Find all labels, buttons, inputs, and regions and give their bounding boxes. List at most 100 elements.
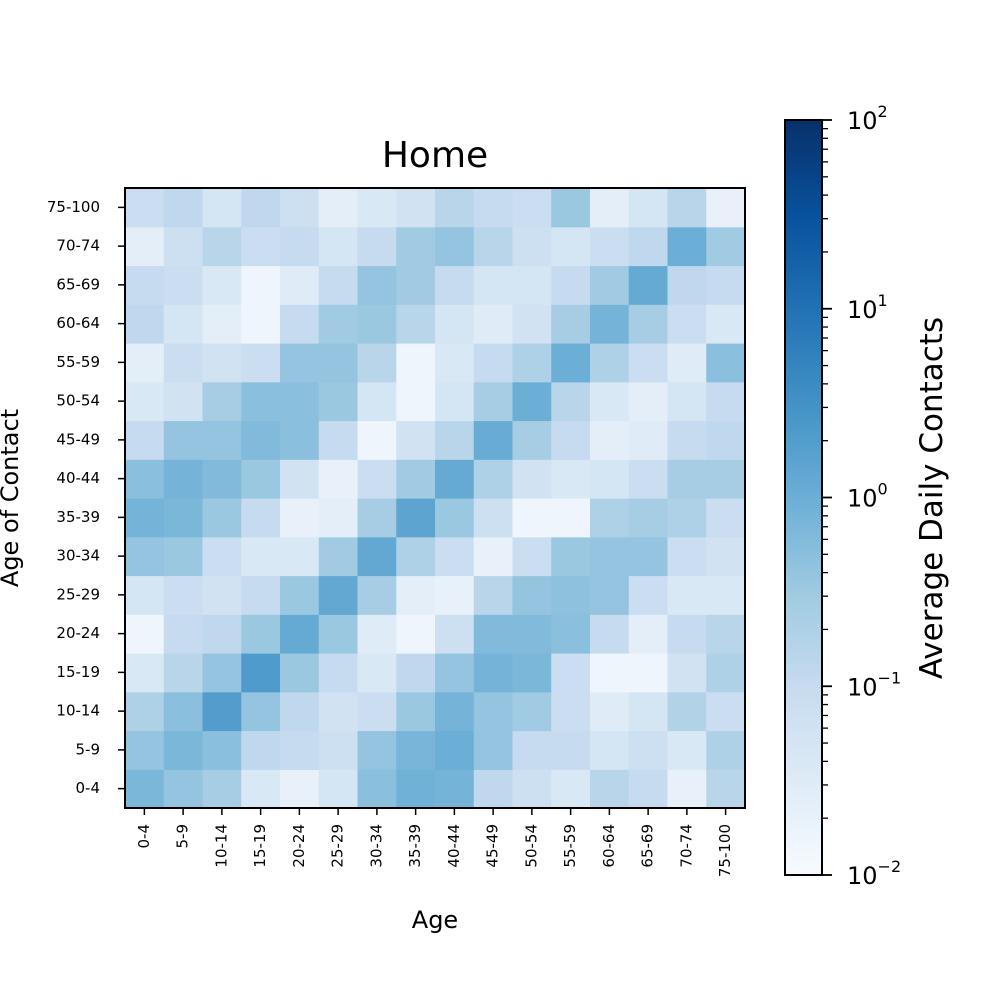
heatmap-cell [667,304,707,344]
heatmap-cell [512,730,552,770]
heatmap-cell [551,614,591,654]
heatmap-cell [435,381,475,422]
heatmap-cell [202,614,242,654]
chart-title: Home [382,135,488,176]
x-tick-label: 20-24 [290,824,308,868]
heatmap-cell [435,498,475,538]
heatmap-cell [551,730,591,770]
y-tick-label: 20-24 [56,624,100,642]
x-tick-label: 60-64 [600,824,618,868]
heatmap-cell [473,265,514,305]
heatmap-cell [163,188,204,228]
heatmap-cell [435,420,475,460]
heatmap-cell [357,420,397,460]
heatmap-cell [280,498,320,538]
heatmap-cell [318,498,359,538]
heatmap-cell [628,304,669,344]
heatmap-cell [435,265,475,305]
heatmap-cell [628,420,669,460]
x-tick-label: 40-44 [445,824,463,868]
y-tick-label: 45-49 [56,430,100,448]
heatmap-cells [125,188,746,809]
x-tick-label: 50-54 [522,824,540,868]
heatmap-cell [163,769,204,809]
y-tick-label: 70-74 [56,237,100,255]
y-tick-label: 55-59 [56,353,100,371]
heatmap-cell [512,614,552,654]
heatmap-cell [280,575,320,615]
heatmap-cell [163,265,204,305]
heatmap-cell [551,769,591,809]
heatmap-cell [202,304,242,344]
heatmap-cell [125,226,165,267]
heatmap-cell [241,188,281,228]
heatmap-cell [396,498,436,538]
heatmap-cell [202,536,242,577]
heatmap-cell [318,265,359,305]
heatmap-cell [280,265,320,305]
heatmap-cell [512,575,552,615]
heatmap-cell [163,304,204,344]
heatmap-cell [202,265,242,305]
heatmap-cell [163,226,204,267]
y-tick-label: 40-44 [56,469,100,487]
y-axis-label: Age of Contact [0,409,24,587]
heatmap-cell [357,769,397,809]
heatmap-cell [667,265,707,305]
heatmap-cell [202,459,242,499]
heatmap-cell [163,575,204,615]
heatmap-cell [396,343,436,383]
y-tick-label: 0-4 [76,779,101,797]
heatmap-cell [551,381,591,422]
heatmap-cell [435,769,475,809]
heatmap-cell [435,304,475,344]
heatmap-cell [435,343,475,383]
colorbar-label: Average Daily Contacts [914,317,950,679]
heatmap-cell [706,769,746,809]
heatmap-cell [396,459,436,499]
y-tick-label: 35-39 [56,508,100,526]
heatmap-cell [706,420,746,460]
heatmap-cell [125,536,165,577]
heatmap-cell [280,769,320,809]
heatmap-cell [628,536,669,577]
x-axis-label: Age [412,906,458,934]
heatmap-cell [125,343,165,383]
heatmap-cell [590,614,630,654]
heatmap-cell [551,536,591,577]
heatmap-cell [473,304,514,344]
heatmap-cell [435,575,475,615]
heatmap-cell [357,343,397,383]
heatmap-cell [318,575,359,615]
heatmap-cell [667,381,707,422]
heatmap-cell [125,769,165,809]
heatmap-cell [590,730,630,770]
heatmap-cell [667,459,707,499]
heatmap-cell [473,498,514,538]
heatmap-cell [357,498,397,538]
heatmap-cell [628,691,669,732]
heatmap-cell [590,304,630,344]
heatmap-cell [318,188,359,228]
heatmap-cell [357,575,397,615]
heatmap-cell [241,381,281,422]
heatmap-cell [473,188,514,228]
heatmap-cell [512,343,552,383]
heatmap-cell [202,653,242,693]
heatmap-cell [512,226,552,267]
heatmap-cell [512,498,552,538]
heatmap-cell [241,343,281,383]
heatmap-cell [318,769,359,809]
heatmap-cell [551,188,591,228]
heatmap-cell [512,265,552,305]
heatmap-cell [357,614,397,654]
heatmap-cell [628,226,669,267]
heatmap-cell [667,691,707,732]
colorbar-tick-label: 102 [847,102,888,135]
heatmap-cell [318,653,359,693]
heatmap-cell [280,304,320,344]
heatmap-cell [125,420,165,460]
heatmap-cell [551,304,591,344]
heatmap-cell [473,769,514,809]
